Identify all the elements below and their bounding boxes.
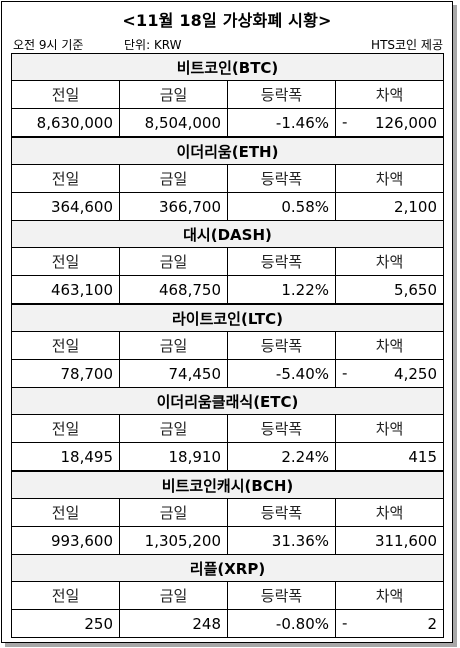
- value-diff: 2: [427, 614, 437, 633]
- coin-table: 이더리움(ETH) 전일 금일 등락폭 차액 364,600 366,700 0.58% 2,1…: [11, 137, 444, 221]
- value-change: -0.80%: [227, 609, 336, 638]
- value-diff: 126,000: [374, 113, 437, 132]
- value-diff-cell: -2: [335, 609, 444, 638]
- column-header: 등락폭: [227, 164, 336, 193]
- column-header: 등락폭: [227, 80, 336, 109]
- column-header: 차액: [335, 498, 444, 527]
- coin-table: 비트코인(BTC) 전일 금일 등락폭 차액 8,630,000 8,504,000 -1.4…: [11, 53, 444, 137]
- value-change: 2.24%: [227, 442, 336, 471]
- column-header: 금일: [119, 581, 228, 610]
- value-diff: 5,650: [394, 280, 437, 299]
- value-diff-cell: 311,600: [335, 526, 444, 555]
- value-today: 74,450: [119, 359, 228, 388]
- value-diff: 2,100: [394, 197, 437, 216]
- value-change: -5.40%: [227, 359, 336, 388]
- value-diff: 311,600: [374, 531, 437, 550]
- coin-name: 비트코인(BTC): [11, 53, 444, 81]
- coin-table: 이더리움클래식(ETC) 전일 금일 등락폭 차액 18,495 18,910 2.24% 41…: [11, 387, 444, 471]
- column-header: 차액: [335, 414, 444, 443]
- column-header: 차액: [335, 164, 444, 193]
- value-diff-cell: 2,100: [335, 192, 444, 221]
- column-header: 금일: [119, 247, 228, 276]
- column-header: 전일: [11, 414, 120, 443]
- value-today: 468,750: [119, 275, 228, 304]
- coin-table: 리플(XRP) 전일 금일 등락폭 차액 250 248 -0.80% -2: [11, 554, 444, 638]
- value-today: 366,700: [119, 192, 228, 221]
- column-header: 등락폭: [227, 331, 336, 360]
- diff-sign: -: [342, 113, 348, 131]
- value-diff-cell: - 126,000: [335, 108, 444, 137]
- column-header: 전일: [11, 164, 120, 193]
- value-prev: 8,630,000: [11, 108, 120, 137]
- value-today: 8,504,000: [119, 108, 228, 137]
- column-header: 등락폭: [227, 414, 336, 443]
- column-header: 금일: [119, 498, 228, 527]
- coin-table: 비트코인캐시(BCH) 전일 금일 등락폭 차액 993,600 1,305,200 31.3…: [11, 471, 444, 555]
- currency-unit: 단위: KRW: [124, 38, 182, 52]
- value-diff: 4,250: [394, 364, 437, 383]
- diff-sign: -: [342, 614, 348, 632]
- diff-sign: -: [342, 364, 348, 382]
- value-today: 1,305,200: [119, 526, 228, 555]
- coin-name: 비트코인캐시(BCH): [11, 471, 444, 499]
- column-header: 금일: [119, 164, 228, 193]
- coin-table: 대시(DASH) 전일 금일 등락폭 차액 463,100 468,750 1.22% 5,65…: [11, 220, 444, 304]
- column-header: 금일: [119, 331, 228, 360]
- coin-table: 라이트코인(LTC) 전일 금일 등락폭 차액 78,700 74,450 -5.40% - 4,…: [11, 304, 444, 388]
- coin-name: 이더리움클래식(ETC): [11, 387, 444, 415]
- value-diff: 415: [408, 447, 437, 466]
- coin-name: 대시(DASH): [11, 220, 444, 248]
- column-header: 금일: [119, 80, 228, 109]
- coin-name: 라이트코인(LTC): [11, 304, 444, 332]
- coin-name: 이더리움(ETH): [11, 137, 444, 165]
- value-change: 31.36%: [227, 526, 336, 555]
- value-change: 0.58%: [227, 192, 336, 221]
- column-header: 전일: [11, 80, 120, 109]
- column-header: 차액: [335, 80, 444, 109]
- column-header: 등락폭: [227, 247, 336, 276]
- column-header: 등락폭: [227, 581, 336, 610]
- column-header: 차액: [335, 581, 444, 610]
- value-today: 248: [119, 609, 228, 638]
- value-prev: 250: [11, 609, 120, 638]
- page-title: <11월 18일 가상화폐 시황>: [122, 11, 332, 30]
- data-source: HTS코인 제공: [371, 38, 443, 52]
- value-prev: 463,100: [11, 275, 120, 304]
- column-header: 전일: [11, 498, 120, 527]
- column-header: 금일: [119, 414, 228, 443]
- value-prev: 364,600: [11, 192, 120, 221]
- column-header: 차액: [335, 331, 444, 360]
- value-change: -1.46%: [227, 108, 336, 137]
- report-frame: <11월 18일 가상화폐 시황> 오전 9시 기준 단위: KRW HTS코인…: [1, 1, 453, 643]
- value-diff-cell: 5,650: [335, 275, 444, 304]
- value-prev: 78,700: [11, 359, 120, 388]
- column-header: 전일: [11, 247, 120, 276]
- value-diff-cell: 415: [335, 442, 444, 471]
- column-header: 전일: [11, 331, 120, 360]
- column-header: 전일: [11, 581, 120, 610]
- value-prev: 993,600: [11, 526, 120, 555]
- value-prev: 18,495: [11, 442, 120, 471]
- value-change: 1.22%: [227, 275, 336, 304]
- column-header: 등락폭: [227, 498, 336, 527]
- time-basis: 오전 9시 기준: [13, 38, 84, 52]
- column-header: 차액: [335, 247, 444, 276]
- value-today: 18,910: [119, 442, 228, 471]
- coin-name: 리플(XRP): [11, 554, 444, 582]
- value-diff-cell: - 4,250: [335, 359, 444, 388]
